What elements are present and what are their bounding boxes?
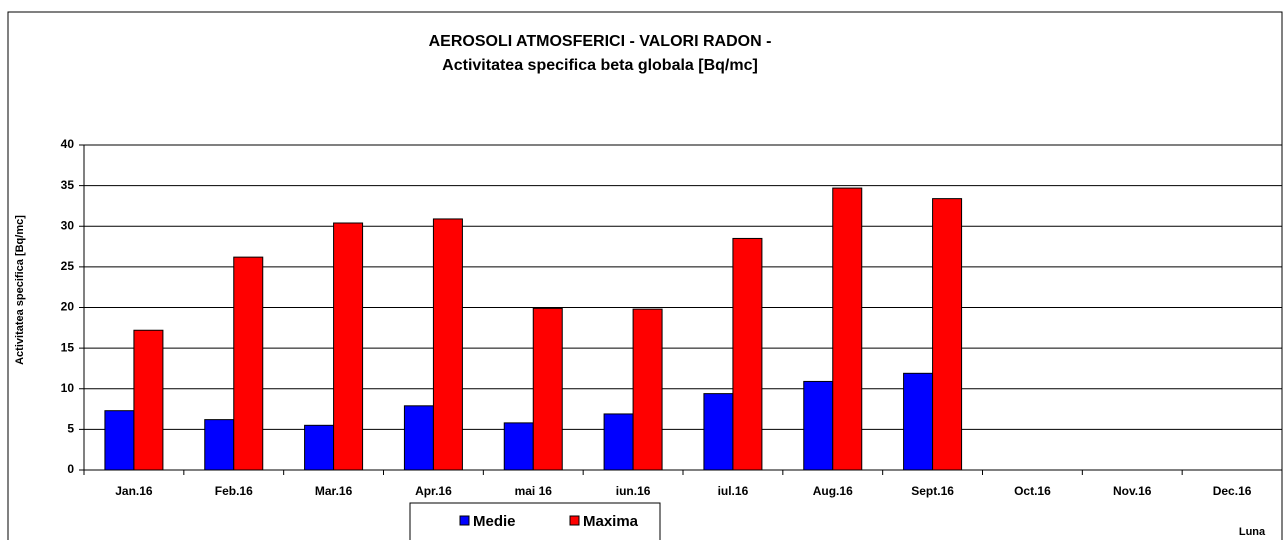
bar xyxy=(233,256,264,471)
bar xyxy=(803,380,834,471)
y-tick-label: 30 xyxy=(61,218,75,232)
bar xyxy=(333,222,364,471)
legend-label: Maxima xyxy=(583,513,639,530)
x-tick-label: Jan.16 xyxy=(115,484,153,498)
legend-swatch xyxy=(459,515,470,526)
bar xyxy=(403,405,434,471)
y-axis-label: Activitatea specifica [Bq/mc] xyxy=(14,215,26,365)
legend-box xyxy=(409,502,661,540)
bar xyxy=(632,308,663,471)
bar xyxy=(903,372,934,471)
chart-title: AEROSOLI ATMOSFERICI - VALORI RADON - xyxy=(429,33,772,50)
legend-label: Medie xyxy=(473,513,516,530)
bar xyxy=(133,329,164,471)
bar xyxy=(703,393,734,471)
x-tick-label: mai 16 xyxy=(515,484,553,498)
x-tick-label: Feb.16 xyxy=(215,484,253,498)
y-tick-label: 10 xyxy=(61,381,75,395)
bar xyxy=(304,424,335,471)
x-tick-label: iun.16 xyxy=(616,484,651,498)
bar xyxy=(204,419,235,471)
y-tick-label: 35 xyxy=(61,178,75,192)
y-tick-label: 25 xyxy=(61,259,75,273)
x-axis-label: Luna xyxy=(1239,526,1266,538)
bar xyxy=(603,413,634,471)
bar xyxy=(532,307,563,471)
bar xyxy=(432,218,463,471)
bar xyxy=(732,237,763,471)
y-tick-label: 40 xyxy=(61,137,75,151)
x-tick-label: Nov.16 xyxy=(1113,484,1152,498)
x-tick-label: Oct.16 xyxy=(1014,484,1051,498)
bar xyxy=(832,187,863,471)
y-tick-label: 20 xyxy=(61,300,75,314)
x-tick-label: Aug.16 xyxy=(813,484,853,498)
x-tick-label: Sept.16 xyxy=(911,484,954,498)
x-tick-label: Dec.16 xyxy=(1213,484,1252,498)
bar xyxy=(932,198,963,471)
x-tick-label: Apr.16 xyxy=(415,484,452,498)
y-tick-label: 0 xyxy=(67,462,74,476)
bar xyxy=(503,422,534,471)
x-tick-label: Mar.16 xyxy=(315,484,353,498)
legend-swatch xyxy=(569,515,580,526)
y-tick-label: 5 xyxy=(67,422,74,436)
chart-subtitle: Activitatea specifica beta globala [Bq/m… xyxy=(442,57,758,74)
bar xyxy=(104,410,135,471)
x-tick-label: iul.16 xyxy=(718,484,749,498)
y-tick-label: 15 xyxy=(61,340,75,354)
